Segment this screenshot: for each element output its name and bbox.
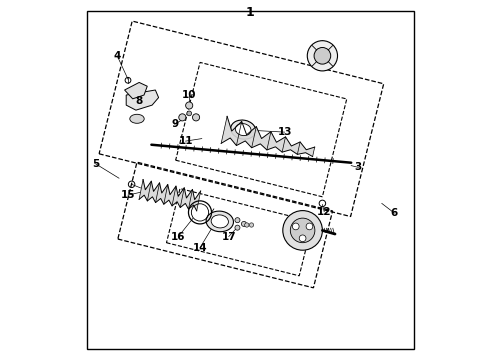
Text: 11: 11: [178, 136, 193, 146]
Text: 8: 8: [135, 96, 143, 106]
Circle shape: [283, 211, 322, 250]
Circle shape: [306, 223, 313, 230]
Circle shape: [235, 225, 240, 230]
Text: 7: 7: [318, 51, 326, 61]
Circle shape: [249, 223, 254, 227]
Text: 14: 14: [193, 243, 207, 253]
Circle shape: [242, 221, 246, 226]
Text: 12: 12: [317, 207, 331, 217]
Polygon shape: [124, 82, 147, 99]
Ellipse shape: [206, 211, 233, 232]
Circle shape: [290, 218, 315, 243]
Text: 1: 1: [246, 6, 255, 19]
Circle shape: [245, 223, 249, 227]
Circle shape: [314, 48, 331, 64]
Polygon shape: [221, 116, 315, 157]
Circle shape: [193, 114, 199, 121]
Circle shape: [293, 223, 299, 230]
Polygon shape: [126, 90, 159, 110]
Text: 16: 16: [171, 231, 186, 242]
Text: 3: 3: [355, 162, 362, 172]
Ellipse shape: [231, 120, 256, 139]
Text: 17: 17: [221, 231, 236, 242]
Circle shape: [299, 235, 306, 242]
Text: 4: 4: [114, 51, 121, 61]
Circle shape: [179, 114, 186, 121]
Circle shape: [307, 41, 338, 71]
Text: 6: 6: [391, 208, 398, 218]
Ellipse shape: [130, 114, 144, 123]
Text: 5: 5: [92, 159, 99, 169]
Text: 15: 15: [121, 190, 135, 200]
Text: 10: 10: [182, 90, 196, 100]
Circle shape: [187, 111, 192, 116]
Text: 9: 9: [171, 119, 178, 129]
Ellipse shape: [235, 123, 251, 136]
Ellipse shape: [211, 215, 228, 228]
Circle shape: [186, 102, 193, 109]
Circle shape: [235, 218, 240, 223]
Text: 13: 13: [277, 127, 292, 137]
Polygon shape: [139, 180, 201, 211]
